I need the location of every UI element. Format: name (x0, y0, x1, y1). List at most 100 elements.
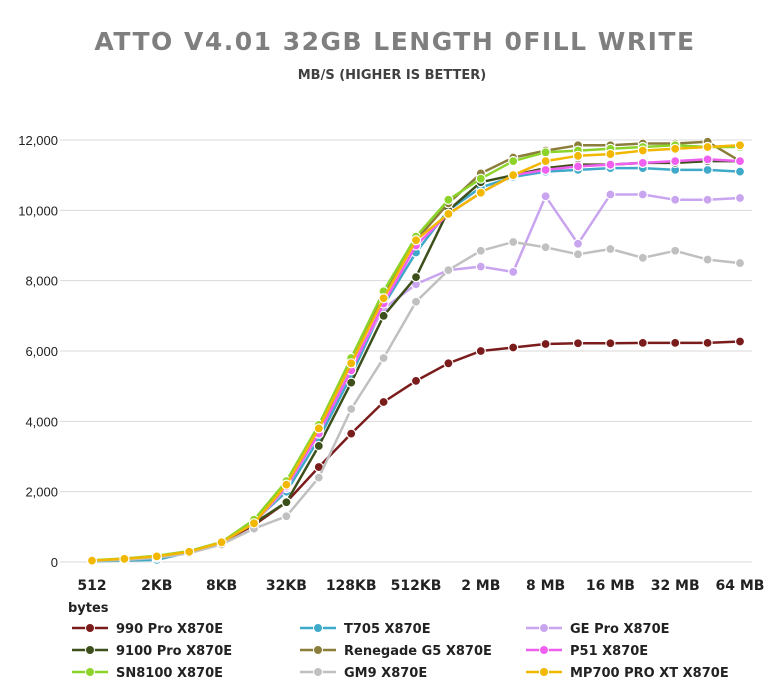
data-point (734, 192, 746, 204)
y-tick-label: 6,000 (25, 344, 58, 359)
legend-item: Renegade G5 X870E (300, 644, 492, 659)
data-point (734, 156, 746, 167)
data-point (540, 338, 551, 350)
chart-title: ATTO V4.01 32GB LENGTH 0FILL WRITE (94, 27, 695, 56)
data-point (508, 342, 519, 353)
data-point (670, 156, 681, 167)
data-point (572, 150, 584, 161)
legend-swatch-marker (539, 623, 549, 633)
data-point (313, 472, 324, 483)
data-point (151, 551, 162, 562)
y-tick-label: 12,000 (18, 133, 58, 148)
x-axis-ticks: 512 2KB 8KB 32KB 128KB 512KB 2 MB 8 MB 16 MB 32 M… (77, 578, 764, 594)
data-point (572, 238, 584, 249)
series-line (91, 159, 740, 562)
legend-item: 990 Pro X870E (72, 622, 223, 637)
legend-item: GM9 X870E (300, 666, 427, 681)
data-point (637, 189, 648, 200)
legend-swatch-marker (85, 623, 95, 633)
data-point (216, 537, 227, 548)
data-point (670, 245, 681, 256)
data-point (313, 440, 324, 452)
data-point (281, 479, 292, 490)
x-tick-label: 64 MB (716, 578, 765, 594)
series-line (91, 144, 740, 562)
data-point (184, 546, 195, 557)
data-point (540, 191, 551, 202)
y-axis-ticks: 0 2,000 4,000 6,000 8,000 10,000 12,000 (18, 133, 58, 570)
y-tick-label: 8,000 (25, 274, 58, 289)
legend-item: SN8100 X870E (72, 666, 223, 681)
y-tick-label: 10,000 (18, 203, 58, 218)
legend-item: 9100 Pro X870E (72, 644, 232, 659)
x-tick-label: 32 MB (651, 578, 700, 594)
x-tick-label: 8 MB (526, 578, 565, 594)
data-point (540, 164, 551, 175)
x-tick-label: 512KB (391, 578, 442, 594)
data-point (605, 243, 616, 255)
legend-item: MP700 PRO XT X870E (526, 666, 729, 681)
legend-label: GM9 X870E (344, 666, 427, 681)
data-point (734, 140, 746, 151)
x-tick-label: 2KB (141, 578, 172, 594)
data-point (475, 345, 486, 357)
data-point (637, 157, 648, 168)
data-point (670, 143, 681, 154)
data-point (508, 170, 519, 181)
data-point (702, 141, 713, 153)
legend-swatch-marker (313, 667, 323, 677)
data-point (508, 266, 519, 277)
legend-label: 990 Pro X870E (116, 622, 223, 637)
x-tick-label: 8KB (206, 578, 237, 594)
data-point (637, 337, 648, 349)
series-layer (86, 136, 746, 567)
series-990-pro-x870e (86, 336, 746, 567)
data-point (605, 338, 616, 349)
data-point (475, 173, 486, 184)
series-line (91, 240, 741, 563)
data-point (734, 257, 746, 269)
series-line (91, 166, 741, 563)
data-point (702, 254, 713, 265)
legend-label: T705 X870E (344, 622, 431, 637)
series-9100-pro-x870e (86, 156, 746, 566)
series-line (91, 158, 741, 562)
data-point (702, 164, 713, 175)
data-point (572, 249, 584, 260)
data-point (734, 166, 746, 177)
data-point (637, 145, 648, 156)
data-point (378, 396, 389, 408)
data-point (346, 403, 357, 415)
data-point (378, 310, 389, 321)
data-point (248, 518, 260, 529)
legend-swatch-marker (85, 645, 95, 655)
data-point (702, 337, 713, 349)
x-tick-label: 2 MB (461, 578, 500, 594)
x-tick-label: 128KB (326, 578, 377, 594)
legend-label: SN8100 X870E (116, 666, 223, 681)
legend-item: T705 X870E (300, 622, 431, 637)
data-point (540, 156, 551, 167)
x-tick-label: 32KB (266, 578, 307, 594)
y-tick-label: 0 (51, 555, 58, 570)
series-sn8100-x870e (86, 140, 746, 566)
data-point (572, 338, 584, 349)
data-point (410, 235, 422, 246)
series-line (91, 340, 741, 563)
data-point (702, 194, 713, 205)
data-point (346, 428, 357, 439)
data-point (346, 377, 357, 388)
series-line (91, 144, 741, 562)
data-point (443, 208, 454, 219)
legend-swatch-marker (85, 667, 95, 677)
data-point (637, 252, 648, 263)
data-point (313, 423, 324, 434)
data-point (475, 261, 486, 272)
series-p51-x870e (86, 154, 746, 566)
data-point (734, 336, 746, 347)
data-point (86, 555, 98, 566)
legend-label: Renegade G5 X870E (344, 644, 492, 659)
data-point (540, 147, 551, 158)
y-tick-label: 2,000 (25, 485, 58, 500)
